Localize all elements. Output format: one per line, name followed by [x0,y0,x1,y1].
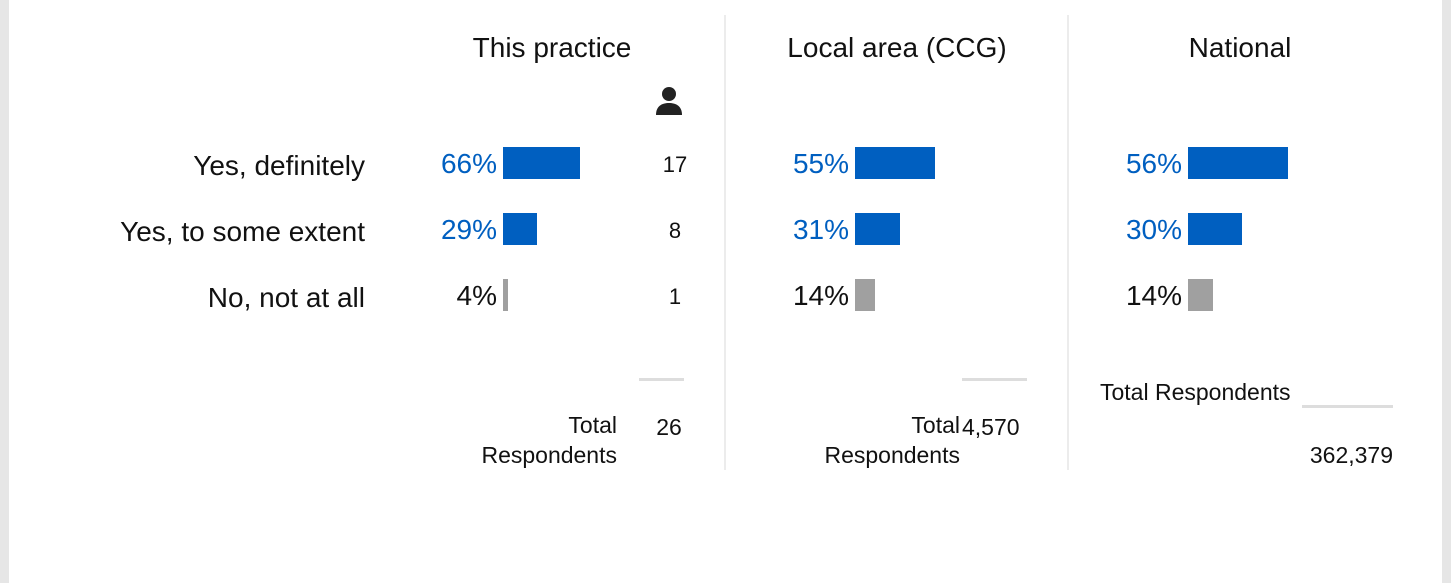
rule [962,378,1027,381]
column-title: Local area (CCG) [787,32,1007,63]
respondent-count: 17 [662,152,688,177]
percent-label: 66% [440,148,497,179]
rule [639,378,684,381]
percent-label: 14% [1125,280,1182,311]
respondent-count: 8 [668,218,682,243]
person-icon [656,87,682,115]
bar [1188,279,1214,311]
bar [855,279,876,311]
percent-label: 31% [792,214,849,245]
bar [855,147,936,179]
percent-label: 30% [1125,214,1182,245]
total-label: Total Respondents [1100,379,1291,405]
bar [503,279,508,311]
total-value: 26 [656,414,682,440]
percent-label: 55% [792,148,849,179]
bar [855,213,901,245]
percent-label: 29% [440,214,497,245]
total-value: 362,379 [1309,442,1393,468]
divider [1067,15,1069,470]
column-title: This practice [472,32,632,63]
divider [724,15,726,470]
percent-label: 14% [792,280,849,311]
row-label: Yes, definitely [193,150,365,181]
column-title: National [1188,32,1292,63]
row-label: No, not at all [207,282,365,313]
bar [503,213,537,245]
bar [503,147,581,179]
row-label: Yes, to some extent [120,216,365,247]
rule [1302,405,1393,408]
total-label: Total Respondents [824,412,960,468]
total-label: Total Respondents [481,412,617,468]
percent-label: 56% [1125,148,1182,179]
total-value: 4,570 [962,414,1020,440]
bar [1188,213,1242,245]
respondent-count: 1 [668,284,682,309]
bar [1188,147,1289,179]
percent-label: 4% [456,280,497,311]
